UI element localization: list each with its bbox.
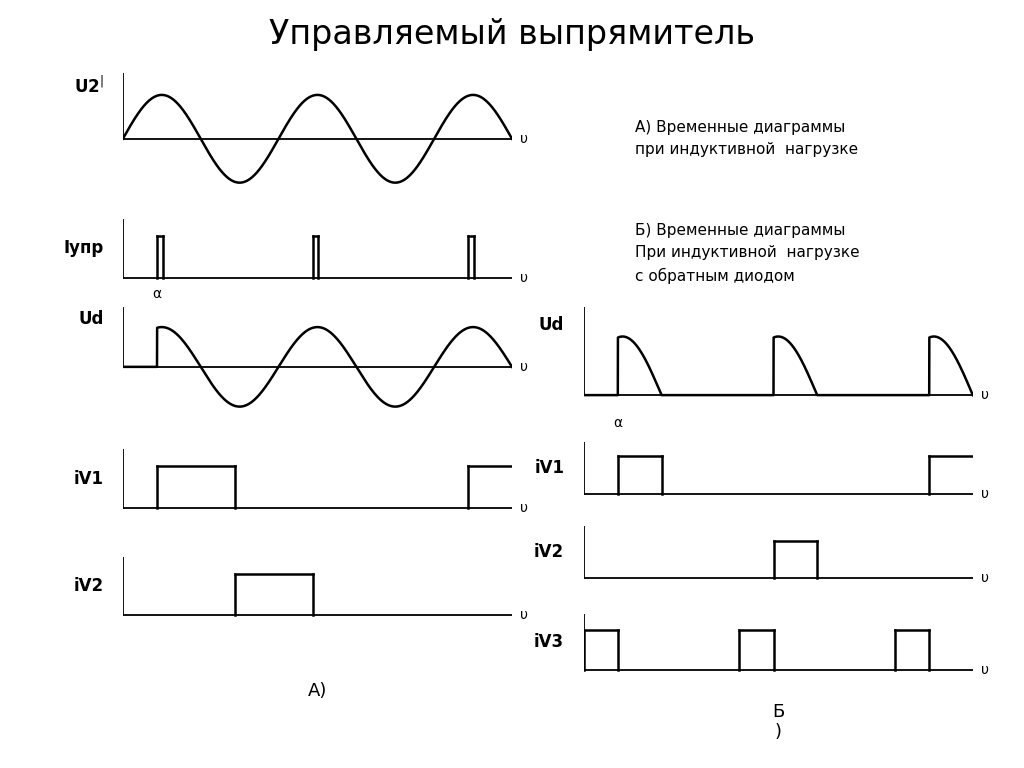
Text: υ: υ bbox=[981, 571, 988, 585]
Text: iV1: iV1 bbox=[535, 458, 564, 477]
Text: υ: υ bbox=[520, 360, 527, 374]
Text: υ: υ bbox=[520, 608, 527, 622]
Text: iV3: iV3 bbox=[535, 633, 564, 651]
Text: υ: υ bbox=[981, 388, 988, 402]
Text: α: α bbox=[153, 286, 162, 301]
Text: υ: υ bbox=[520, 132, 527, 146]
Text: υ: υ bbox=[520, 270, 527, 284]
Text: Ud: Ud bbox=[78, 310, 103, 328]
Text: Управляемый выпрямитель: Управляемый выпрямитель bbox=[269, 18, 755, 51]
Text: iV2: iV2 bbox=[535, 543, 564, 561]
Text: iV2: iV2 bbox=[74, 577, 103, 595]
Text: α: α bbox=[613, 415, 623, 429]
Text: А) Временные диаграммы
при индуктивной  нагрузке: А) Временные диаграммы при индуктивной н… bbox=[635, 120, 858, 157]
Text: υ: υ bbox=[981, 487, 988, 501]
Text: Б) Временные диаграммы
При индуктивной  нагрузке
с обратным диодом: Б) Временные диаграммы При индуктивной н… bbox=[635, 223, 859, 284]
Text: Iупр: Iупр bbox=[63, 239, 103, 257]
Text: Ud: Ud bbox=[539, 316, 564, 334]
Text: Б
): Б ) bbox=[772, 703, 784, 741]
Text: U2$^{|}$: U2$^{|}$ bbox=[74, 75, 103, 97]
Text: iV1: iV1 bbox=[74, 469, 103, 488]
Text: υ: υ bbox=[520, 501, 527, 515]
Text: υ: υ bbox=[981, 663, 988, 677]
Text: А): А) bbox=[308, 682, 327, 700]
